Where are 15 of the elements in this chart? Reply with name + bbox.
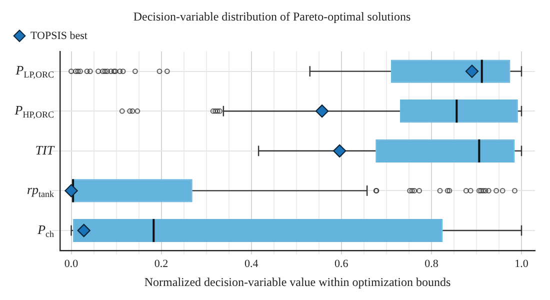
x-tick-label: 0.8	[424, 258, 439, 270]
x-tick-label: 0.6	[334, 258, 349, 270]
y-tick-label: TIT	[35, 142, 55, 158]
legend-label: TOPSIS best	[30, 30, 88, 42]
point	[64, 184, 78, 198]
x-tick-label: 1.0	[514, 258, 529, 270]
point	[316, 104, 329, 118]
chart-title: Decision-variable distribution of Pareto-optimal solutions	[133, 9, 411, 24]
x-tick-label: 0.2	[154, 258, 168, 270]
point	[333, 144, 346, 158]
x-axis-title: Normalized decision-variable value within optimization bounds	[144, 274, 451, 289]
point	[77, 224, 90, 237]
x-tick-label: 0.4	[244, 258, 259, 270]
x-tick-label: 0.0	[64, 258, 79, 270]
point	[465, 64, 478, 78]
